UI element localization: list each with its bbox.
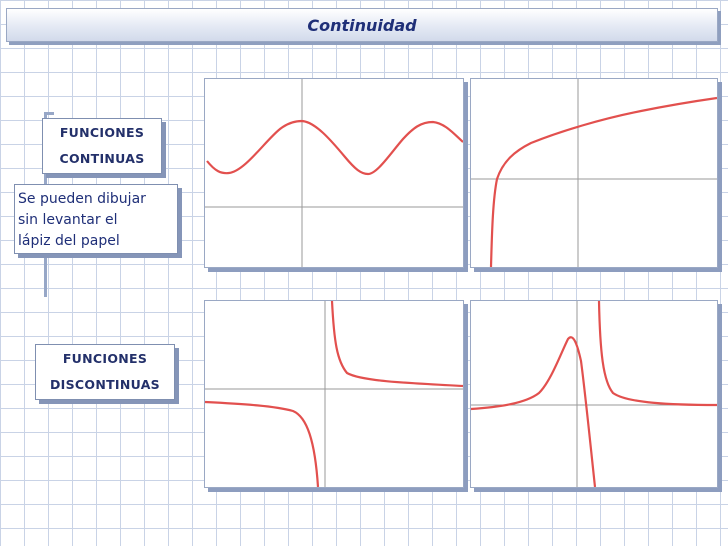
graph-hyperbola-plot <box>205 301 463 487</box>
continuous-functions-label: FUNCIONES CONTINUAS <box>42 118 162 174</box>
curve-sine <box>206 119 463 176</box>
discontinuous-label-line2: DISCONTINUAS <box>50 377 160 392</box>
graph-sine-plot <box>205 79 463 267</box>
description-line-1: Se pueden dibujar <box>18 191 146 207</box>
graph-log <box>470 78 718 268</box>
discontinuous-label-line1: FUNCIONES <box>62 351 148 366</box>
title-bar: Continuidad <box>6 8 718 42</box>
graph-hyperbola <box>204 300 464 488</box>
graph-log-plot <box>471 79 717 267</box>
continuity-description: Se pueden dibujar sin levantar el lápiz … <box>14 184 178 254</box>
curve-log <box>489 96 717 267</box>
description-line-2: sin levantar el <box>18 212 118 228</box>
discontinuous-functions-label: FUNCIONES DISCONTINUAS <box>35 344 175 400</box>
description-line-3: lápiz del papel <box>18 233 120 249</box>
graph-peak-asymptote <box>470 300 718 488</box>
bracket-hook <box>44 112 54 115</box>
curve-right-branch <box>597 301 717 407</box>
continuous-label-line2: CONTINUAS <box>59 151 145 166</box>
graph-sine <box>204 78 464 268</box>
slide-title: Continuidad <box>307 15 417 35</box>
curve-hyperbola-left <box>205 400 320 487</box>
graph-peak-asymptote-plot <box>471 301 717 487</box>
continuous-label-line1: FUNCIONES <box>59 125 145 140</box>
curve-peak <box>471 336 597 487</box>
curve-hyperbola-right <box>330 301 463 388</box>
